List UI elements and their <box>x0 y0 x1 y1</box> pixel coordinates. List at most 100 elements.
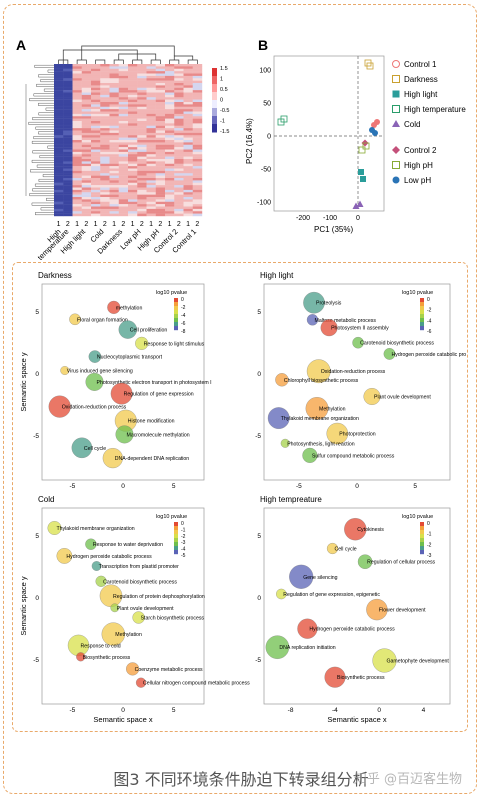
heatmap-cell <box>165 116 175 119</box>
scale-tick-label: 0 <box>220 98 223 104</box>
heatmap-cell <box>109 175 119 179</box>
scale-segment <box>212 68 217 77</box>
heatmap-cell <box>137 151 147 155</box>
dendrogram-branch <box>187 59 198 64</box>
heatmap-cell <box>72 154 82 157</box>
heatmap-cell <box>192 204 203 207</box>
heatmap-cell <box>174 78 184 81</box>
heatmap-cell <box>72 80 82 84</box>
heatmap-cell <box>72 125 82 129</box>
heatmap-cell <box>100 189 110 193</box>
pca-plot-area <box>273 55 385 212</box>
semantic-bubble <box>71 437 93 459</box>
heatmap-cell <box>91 111 101 115</box>
heatmap-cell <box>146 159 156 162</box>
heatmap-cell <box>72 144 82 148</box>
heatmap-cell <box>109 66 119 69</box>
heatmap-cell <box>174 151 184 155</box>
heatmap-cell <box>63 85 73 88</box>
heatmap-cell <box>165 211 175 214</box>
semantic-bubble <box>280 438 290 448</box>
heatmap-cell <box>146 66 156 69</box>
heatmap-cell <box>109 104 119 107</box>
pca-ylabel: PC2 (16.4%) <box>245 118 254 164</box>
panel-a-label: A <box>16 37 26 53</box>
pca-ytick: -100 <box>257 200 271 207</box>
heatmap-cell <box>118 156 129 160</box>
semantic-term-label: Regulation of cellular process <box>367 560 435 566</box>
heatmap-cell <box>165 90 175 93</box>
heatmap-cell <box>165 121 175 124</box>
semantic-legend-title: log10 pvalue <box>156 290 187 296</box>
heatmap-cell <box>128 154 138 157</box>
heatmap-cell <box>146 71 156 74</box>
legend-marker <box>392 60 400 68</box>
heatmap-cell <box>165 197 175 200</box>
heatmap-cell <box>54 111 64 115</box>
heatmap-cell <box>109 144 119 148</box>
heatmap-cell <box>118 173 129 176</box>
heatmap-cell <box>146 144 156 148</box>
heatmap-cell <box>183 189 193 193</box>
heatmap-cell <box>72 68 82 72</box>
semantic-term-label: Photosystem II assembly <box>331 326 389 332</box>
heatmap-cell <box>91 92 101 96</box>
heatmap-cell <box>137 87 147 91</box>
heatmap-cell <box>72 66 82 69</box>
heatmap-cell <box>91 118 101 122</box>
pca-point <box>280 115 288 123</box>
heatmap-cell <box>63 75 73 79</box>
heatmap-cell <box>72 208 82 212</box>
heatmap-cell <box>192 80 203 84</box>
semantic-bubble <box>306 359 331 384</box>
heatmap-cell <box>109 149 119 153</box>
heatmap-cell <box>81 85 92 88</box>
heatmap-cell <box>137 173 147 176</box>
semantic-legend-swatch <box>174 538 178 543</box>
heatmap-cell <box>54 163 64 167</box>
heatmap-cell <box>109 156 119 160</box>
semantic-legend-swatch <box>174 550 178 555</box>
heatmap-cell <box>109 83 119 86</box>
heatmap-cell <box>91 161 101 164</box>
heatmap-cell <box>146 121 156 124</box>
heatmap-cell <box>146 140 156 143</box>
heatmap-cell <box>146 168 156 172</box>
pca-point <box>358 169 364 175</box>
heatmap-cell <box>118 168 129 172</box>
heatmap-cell <box>100 213 110 217</box>
heatmap-cell <box>174 80 184 84</box>
heatmap-cell <box>109 159 119 162</box>
legend-marker <box>392 161 400 169</box>
panel-b-label: B <box>258 37 268 53</box>
heatmap-cell <box>100 128 110 131</box>
semantic-legend-swatch <box>174 542 178 547</box>
heatmap-cell <box>183 94 193 98</box>
heatmap-cell <box>174 144 184 148</box>
pca-legend: Control 1 Darkness High light High temperat… <box>392 60 466 185</box>
heatmap-cell <box>128 144 138 148</box>
heatmap-cell <box>128 106 138 110</box>
heatmap-cell <box>109 199 119 202</box>
heatmap-cell <box>63 192 73 195</box>
heatmap-cell <box>72 121 82 124</box>
heatmap-cell <box>165 180 175 183</box>
heatmap-cell <box>63 83 73 86</box>
heatmap-cell <box>63 109 73 112</box>
dendrogram-branch <box>29 193 54 197</box>
heatmap-cell <box>63 166 73 169</box>
replicate-label: 2 <box>177 221 181 228</box>
heatmap-cell <box>174 132 184 136</box>
heatmap-cell <box>91 80 101 84</box>
heatmap-cell <box>155 99 166 103</box>
heatmap-cell <box>72 99 82 103</box>
heatmap-cell <box>146 189 156 193</box>
heatmap-cell <box>183 132 193 136</box>
heatmap-cell <box>109 206 119 210</box>
heatmap-cell <box>72 211 82 214</box>
heatmap-cell <box>155 128 166 131</box>
heatmap-cell <box>183 154 193 157</box>
dendrogram-branch <box>46 197 54 201</box>
heatmap-cell <box>100 182 110 186</box>
heatmap-cell <box>183 168 193 172</box>
